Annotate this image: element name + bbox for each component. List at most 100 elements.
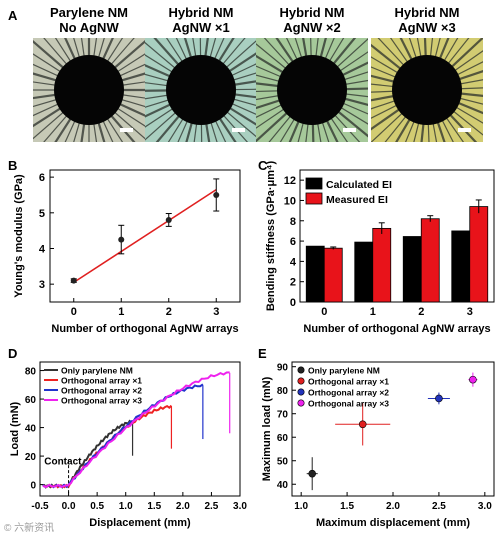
photo-1-title: Parylene NM No AgNW [33,5,145,35]
y-axis-label: Maximum load (mN) [261,376,273,481]
y-axis-label: Bending stiffness (GPa·μm⁴) [265,161,277,312]
y-tick-label: 80 [25,367,37,378]
youngs-modulus-chart: 0 1 2 3 3 4 5 6 Number of orthogonal AgNW arrays… [13,169,241,335]
legend-label: Orthogonal array ×3 [308,399,389,409]
bar-calculated-ei [402,236,422,303]
y-tick-label: 60 [277,433,289,444]
y-tick-label: 5 [39,208,45,220]
legend-marker [297,399,305,407]
photo-2-title-line2: AgNW ×1 [172,20,230,35]
y-tick-label: 6 [39,172,45,184]
data-point [358,420,367,429]
x-tick-label: 0.0 [62,501,76,512]
x-tick-label: 1 [370,306,376,318]
photo-3-title-line1: Hybrid NM [279,5,345,20]
panel-c-letter: C [258,158,268,173]
photo-1-title-line2: No AgNW [59,20,119,35]
x-axis-label: Number of orthogonal AgNW arrays [51,323,238,335]
plot-frame [49,169,241,303]
y-tick-label: 50 [277,457,289,468]
legend-label: Orthogonal array ×2 [61,386,142,396]
bar-measured-ei [420,218,440,303]
bar-measured-ei [469,206,489,303]
data-point [308,469,317,478]
x-tick-label: 0.5 [90,501,104,512]
y-tick-label: 0 [30,481,36,492]
y-axis-label: Young's modulus (GPa) [13,174,25,298]
x-tick-label: 2.5 [204,501,218,512]
data-point [469,375,477,384]
bar-calculated-ei [354,241,374,303]
y-tick-label: 40 [277,480,289,491]
data-point [213,191,220,198]
photo-2-title: Hybrid NM AgNW ×1 [145,5,257,35]
legend-label: Orthogonal array ×1 [308,377,389,387]
y-tick-label: 10 [284,195,296,207]
photo-4-title-line1: Hybrid NM [394,5,460,20]
micrograph-hybrid-agnw-x2 [256,38,368,142]
panel-d-letter: D [8,346,18,361]
panel-a-letter: A [8,8,18,23]
y-tick-label: 20 [25,452,37,463]
plot-frame [299,169,495,303]
load-displacement-chart: -0.5 0.0 0.5 1.0 1.5 2.0 2.5 3.0 0 20 40 60 80 Displa… [9,361,247,529]
x-tick-label: 3.0 [478,501,492,512]
x-axis-label: Number of orthogonal AgNW arrays [303,323,490,335]
x-tick-label: 3.0 [233,501,247,512]
legend-label: Orthogonal array ×3 [61,396,142,406]
max-load-displacement-chart: 1.0 1.5 2.0 2.5 3.0 40 50 60 70 80 90 Maximum displ… [261,361,495,529]
y-tick-label: 80 [277,386,289,397]
load-curve [42,371,230,489]
x-tick-label: 0 [71,306,77,318]
data-point [118,236,125,243]
micrograph-parylene-no-agnw [33,38,145,142]
y-tick-label: 70 [277,410,289,421]
y-tick-label: 4 [290,256,297,268]
indenter-contact-disk [392,55,462,125]
plot-frame [39,361,241,497]
data-point [165,216,172,223]
scale-bar [232,128,245,132]
legend-marker [297,366,305,374]
bar-measured-ei [372,227,392,303]
y-tick-label: 8 [290,216,296,228]
x-axis-label: Displacement (mm) [89,517,191,529]
photo-4-title-line2: AgNW ×3 [398,20,456,35]
legend-label: Orthogonal array ×1 [61,376,142,386]
legend-label: Only parylene NM [308,366,380,376]
photo-3-title: Hybrid NM AgNW ×2 [256,5,368,35]
panel-e-letter: E [258,346,267,361]
photo-2-title-line1: Hybrid NM [168,5,234,20]
watermark: © 六新资讯 [4,523,55,534]
scale-bar [458,128,471,132]
data-point [435,394,443,403]
y-tick-label: 12 [284,175,296,187]
linear-fit-line [73,188,217,284]
x-tick-label: 2.0 [176,501,190,512]
x-tick-label: 1 [118,306,124,318]
photo-1-title-line1: Parylene NM [49,5,129,20]
contact-annotation: Contact [44,457,82,468]
panel-b-letter: B [8,158,18,173]
legend-marker [297,388,305,396]
x-axis-label: Maximum displacement (mm) [316,517,470,529]
indenter-contact-disk [54,55,124,125]
legend-swatch [305,177,323,190]
y-tick-label: 0 [290,297,296,309]
x-tick-label: 3 [213,306,219,318]
y-tick-label: 2 [290,277,296,289]
indenter-contact-disk [166,55,236,125]
micrograph-hybrid-agnw-x3 [371,38,483,142]
photo-3-title-line2: AgNW ×2 [283,20,341,35]
legend-label: Orthogonal array ×2 [308,388,389,398]
x-tick-label: 2 [418,306,424,318]
x-tick-label: 1.0 [119,501,133,512]
x-tick-label: 1.5 [147,501,161,512]
x-tick-label: 1.5 [340,501,354,512]
bar-calculated-ei [305,245,325,303]
x-tick-label: 2.5 [432,501,446,512]
x-tick-label: 1.0 [294,501,308,512]
y-tick-label: 40 [25,424,37,435]
indenter-contact-disk [277,55,347,125]
legend-swatch [305,192,323,205]
